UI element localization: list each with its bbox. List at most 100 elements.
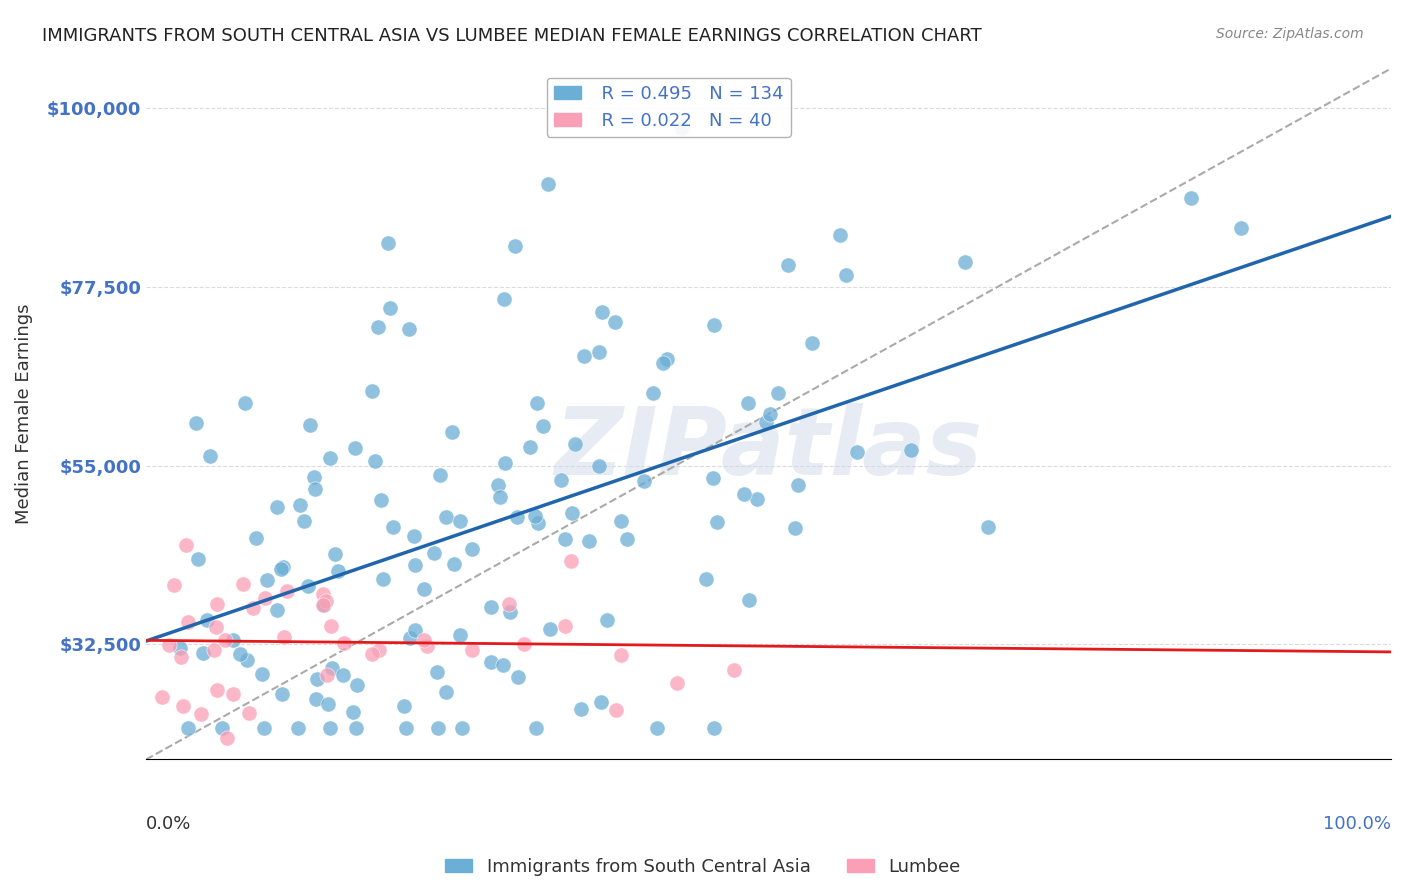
Point [245,531,267,545]
Point [170,650,193,665]
Point [569,702,592,716]
Point [554,618,576,632]
Point [596,613,619,627]
Point [578,533,600,548]
Point [215,731,238,745]
Point [574,349,596,363]
Point [537,177,560,191]
Point [479,599,502,614]
Point [616,533,638,547]
Point [564,436,586,450]
Point [610,648,633,663]
Legend:   R = 0.495   N = 134,   R = 0.022   N = 40: R = 0.495 N = 134, R = 0.022 N = 40 [547,78,792,137]
Point [332,667,354,681]
Point [271,560,294,574]
Point [491,657,513,672]
Point [202,643,225,657]
Point [304,470,326,484]
Point [319,451,342,466]
Point [603,315,626,329]
Point [498,597,520,611]
Point [434,509,457,524]
Point [588,458,610,473]
Point [494,456,516,470]
Point [325,547,347,561]
Point [307,673,329,687]
Point [177,721,200,735]
Point [434,685,457,699]
Point [276,583,298,598]
Point [655,351,678,366]
Point [305,692,328,706]
Point [273,630,295,644]
Point [190,707,212,722]
Point [297,579,319,593]
Point [316,697,339,711]
Point [177,615,200,630]
Point [402,529,425,543]
Point [554,532,576,546]
Point [253,721,276,735]
Point [292,515,315,529]
Point [312,598,335,612]
Point [900,443,922,458]
Point [169,640,191,655]
Point [378,301,401,316]
Point [229,647,252,661]
Point [745,491,768,506]
Text: 100.0%: 100.0% [1323,814,1391,833]
Point [321,661,343,675]
Point [184,416,207,430]
Point [755,415,778,429]
Point [360,647,382,661]
Point [232,577,254,591]
Point [492,292,515,306]
Point [163,578,186,592]
Point [479,655,502,669]
Point [344,721,367,735]
Point [1230,221,1253,235]
Point [395,721,418,735]
Point [211,721,233,735]
Point [651,356,673,370]
Point [172,698,194,713]
Point [610,514,633,528]
Point [443,557,465,571]
Point [242,601,264,615]
Point [513,637,536,651]
Text: ZIPatlas: ZIPatlas [554,402,983,494]
Point [398,322,420,336]
Point [413,582,436,596]
Point [488,490,510,504]
Point [404,623,426,637]
Point [723,663,745,677]
Point [733,486,755,500]
Point [342,705,364,719]
Point [377,235,399,250]
Point [440,425,463,439]
Point [367,320,389,334]
Point [633,474,655,488]
Point [695,572,717,586]
Point [304,482,326,496]
Point [150,690,173,705]
Point [461,542,484,557]
Point [976,520,998,534]
Point [222,632,245,647]
Point [429,467,451,482]
Point [363,454,385,468]
Point [186,552,208,566]
Text: IMMIGRANTS FROM SOUTH CENTRAL ASIA VS LUMBEE MEDIAN FEMALE EARNINGS CORRELATION : IMMIGRANTS FROM SOUTH CENTRAL ASIA VS LU… [42,27,981,45]
Point [312,587,335,601]
Legend: Immigrants from South Central Asia, Lumbee: Immigrants from South Central Asia, Lumb… [439,851,967,883]
Point [526,396,548,410]
Point [702,471,724,485]
Point [665,676,688,690]
Point [394,699,416,714]
Point [318,721,340,735]
Point [641,386,664,401]
Point [499,605,522,619]
Point [214,632,236,647]
Point [591,305,613,319]
Point [759,407,782,421]
